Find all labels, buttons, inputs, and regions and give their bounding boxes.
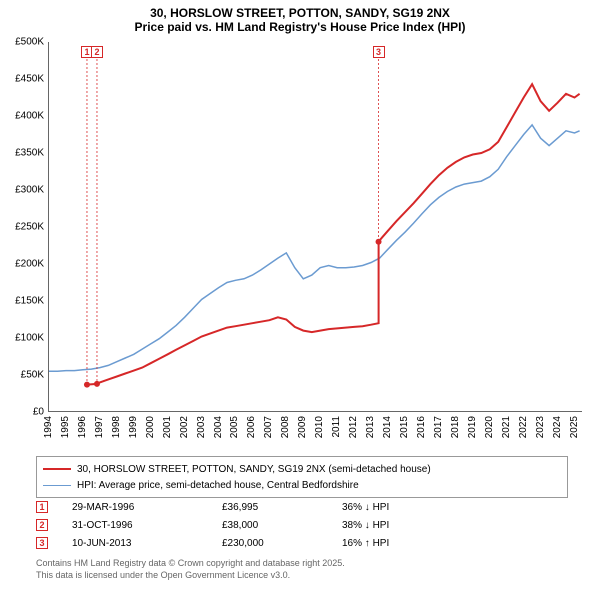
x-tick-label: 2007 bbox=[263, 416, 274, 438]
x-tick-label: 2018 bbox=[450, 416, 461, 438]
legend-label-2: HPI: Average price, semi-detached house,… bbox=[77, 480, 359, 491]
legend-row-1: 30, HORSLOW STREET, POTTON, SANDY, SG19 … bbox=[43, 461, 561, 477]
y-axis: £0£50K£100K£150K£200K£250K£300K£350K£400… bbox=[0, 42, 48, 412]
transaction-price: £36,995 bbox=[222, 502, 342, 513]
x-tick-label: 2001 bbox=[162, 416, 173, 438]
x-tick-label: 1994 bbox=[43, 416, 54, 438]
chart-svg bbox=[49, 42, 582, 411]
title-line-2: Price paid vs. HM Land Registry's House … bbox=[0, 20, 600, 34]
x-tick-label: 2017 bbox=[433, 416, 444, 438]
transaction-pct: 38% ↓ HPI bbox=[342, 520, 389, 531]
y-tick-label: £450K bbox=[15, 74, 44, 85]
legend-swatch-1 bbox=[43, 468, 71, 470]
transaction-price: £38,000 bbox=[222, 520, 342, 531]
y-tick-label: £100K bbox=[15, 333, 44, 344]
x-tick-label: 1999 bbox=[128, 416, 139, 438]
x-tick-label: 2012 bbox=[348, 416, 359, 438]
x-tick-label: 2008 bbox=[280, 416, 291, 438]
y-tick-label: £250K bbox=[15, 222, 44, 233]
footer-line-1: Contains HM Land Registry data © Crown c… bbox=[36, 558, 576, 570]
x-tick-label: 2006 bbox=[246, 416, 257, 438]
transaction-date: 31-OCT-1996 bbox=[72, 520, 222, 531]
x-tick-label: 2005 bbox=[229, 416, 240, 438]
transaction-row: 3 10-JUN-2013£230,00016% ↑ HPI bbox=[36, 534, 568, 552]
chart-title-block: 30, HORSLOW STREET, POTTON, SANDY, SG19 … bbox=[0, 0, 600, 36]
x-tick-label: 2011 bbox=[331, 416, 342, 438]
sale-marker-3: 3 bbox=[373, 46, 385, 58]
transaction-marker: 3 bbox=[36, 537, 48, 549]
x-tick-label: 2009 bbox=[297, 416, 308, 438]
x-tick-label: 2000 bbox=[145, 416, 156, 438]
series-hpi bbox=[49, 125, 580, 371]
title-line-1: 30, HORSLOW STREET, POTTON, SANDY, SG19 … bbox=[0, 6, 600, 20]
sale-point-3 bbox=[376, 239, 382, 245]
x-tick-label: 2002 bbox=[179, 416, 190, 438]
transaction-date: 29-MAR-1996 bbox=[72, 502, 222, 513]
y-tick-label: £50K bbox=[21, 370, 44, 381]
x-tick-label: 2014 bbox=[382, 416, 393, 438]
y-tick-label: £300K bbox=[15, 185, 44, 196]
sale-marker-2: 2 bbox=[91, 46, 103, 58]
y-tick-label: £150K bbox=[15, 296, 44, 307]
x-tick-label: 1998 bbox=[111, 416, 122, 438]
footer: Contains HM Land Registry data © Crown c… bbox=[36, 558, 576, 581]
x-tick-label: 2020 bbox=[484, 416, 495, 438]
transaction-marker: 1 bbox=[36, 501, 48, 513]
y-tick-label: £350K bbox=[15, 148, 44, 159]
footer-line-2: This data is licensed under the Open Gov… bbox=[36, 570, 576, 582]
x-tick-label: 1995 bbox=[60, 416, 71, 438]
y-tick-label: £200K bbox=[15, 259, 44, 270]
transaction-row: 1 29-MAR-1996£36,99536% ↓ HPI bbox=[36, 498, 568, 516]
x-tick-label: 2016 bbox=[416, 416, 427, 438]
legend-row-2: HPI: Average price, semi-detached house,… bbox=[43, 477, 561, 493]
x-tick-label: 2013 bbox=[365, 416, 376, 438]
x-tick-label: 2015 bbox=[399, 416, 410, 438]
y-tick-label: £500K bbox=[15, 37, 44, 48]
transaction-marker: 2 bbox=[36, 519, 48, 531]
transaction-pct: 16% ↑ HPI bbox=[342, 538, 389, 549]
x-tick-label: 2003 bbox=[196, 416, 207, 438]
x-tick-label: 2010 bbox=[314, 416, 325, 438]
legend-label-1: 30, HORSLOW STREET, POTTON, SANDY, SG19 … bbox=[77, 464, 431, 475]
x-axis: 1994199519961997199819992000200120022003… bbox=[48, 414, 582, 454]
transactions-table: 1 29-MAR-1996£36,99536% ↓ HPI 2 31-OCT-1996… bbox=[36, 498, 568, 552]
series-price_paid bbox=[87, 84, 580, 384]
legend: 30, HORSLOW STREET, POTTON, SANDY, SG19 … bbox=[36, 456, 568, 498]
x-tick-label: 2023 bbox=[535, 416, 546, 438]
x-tick-label: 2019 bbox=[467, 416, 478, 438]
transaction-date: 10-JUN-2013 bbox=[72, 538, 222, 549]
x-tick-label: 2021 bbox=[501, 416, 512, 438]
sale-point-2 bbox=[94, 381, 100, 387]
transaction-pct: 36% ↓ HPI bbox=[342, 502, 389, 513]
x-tick-label: 2022 bbox=[518, 416, 529, 438]
x-tick-label: 2024 bbox=[552, 416, 563, 438]
x-tick-label: 2004 bbox=[213, 416, 224, 438]
x-tick-label: 1996 bbox=[77, 416, 88, 438]
y-tick-label: £400K bbox=[15, 111, 44, 122]
x-tick-label: 1997 bbox=[94, 416, 105, 438]
plot-area: 123 bbox=[48, 42, 582, 412]
legend-swatch-2 bbox=[43, 485, 71, 486]
transaction-row: 2 31-OCT-1996£38,00038% ↓ HPI bbox=[36, 516, 568, 534]
x-tick-label: 2025 bbox=[569, 416, 580, 438]
sale-point-1 bbox=[84, 382, 90, 388]
transaction-price: £230,000 bbox=[222, 538, 342, 549]
